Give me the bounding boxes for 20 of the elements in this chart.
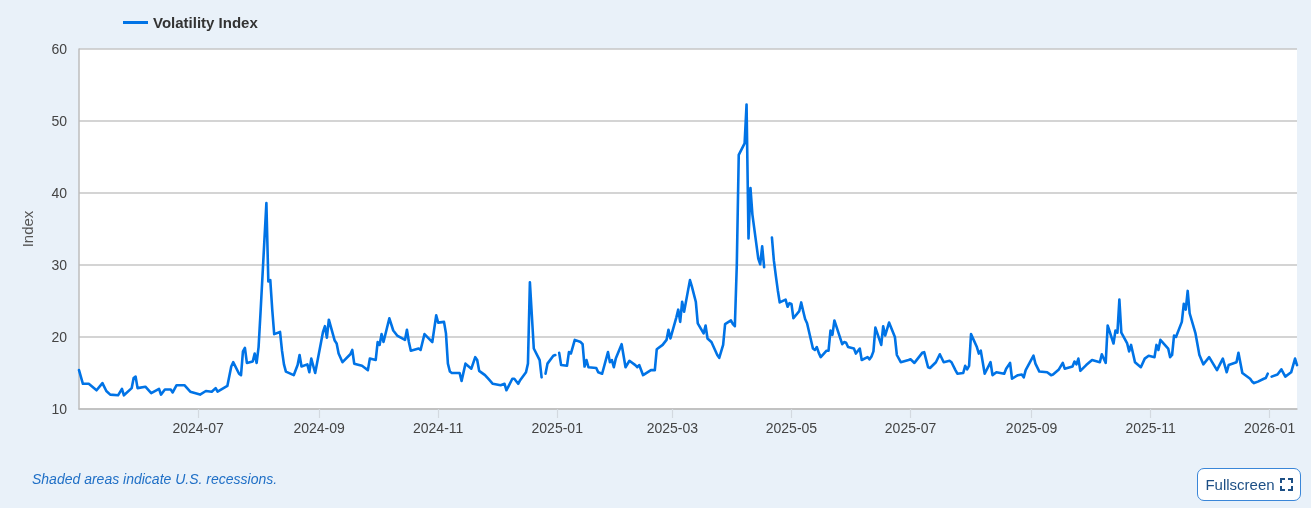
x-tick-label: 2025-11 [1125, 420, 1176, 436]
y-tick-label: 30 [51, 257, 68, 273]
fullscreen-button: Fullscreen [1197, 468, 1301, 501]
x-tick-label: 2025-07 [884, 420, 937, 436]
text: Shaded areas indicate U.S. recessions. [32, 471, 278, 487]
x-tick-label: 2025-05 [765, 420, 818, 436]
x-tick-label: 2025-03 [646, 420, 699, 436]
y-tick-label: 20 [51, 329, 68, 345]
x-tick-label: 2024-07 [172, 420, 224, 436]
y-tick-label: 50 [51, 113, 68, 129]
legend-label: Volatility Index [153, 14, 259, 31]
x-tick-label: 2025-09 [1005, 420, 1058, 436]
x-tick-label: 2026-01 [1243, 420, 1296, 436]
y-tick-label: 10 [51, 401, 68, 417]
x-tick-label: 2025-01 [531, 420, 584, 436]
y-axis-title: Index [19, 210, 36, 248]
x-tick-label: 2024-09 [293, 420, 345, 436]
y-tick-label: 60 [51, 41, 68, 57]
x-tick-label: 2024-11 [412, 420, 464, 436]
y-tick-label: 40 [51, 185, 68, 201]
